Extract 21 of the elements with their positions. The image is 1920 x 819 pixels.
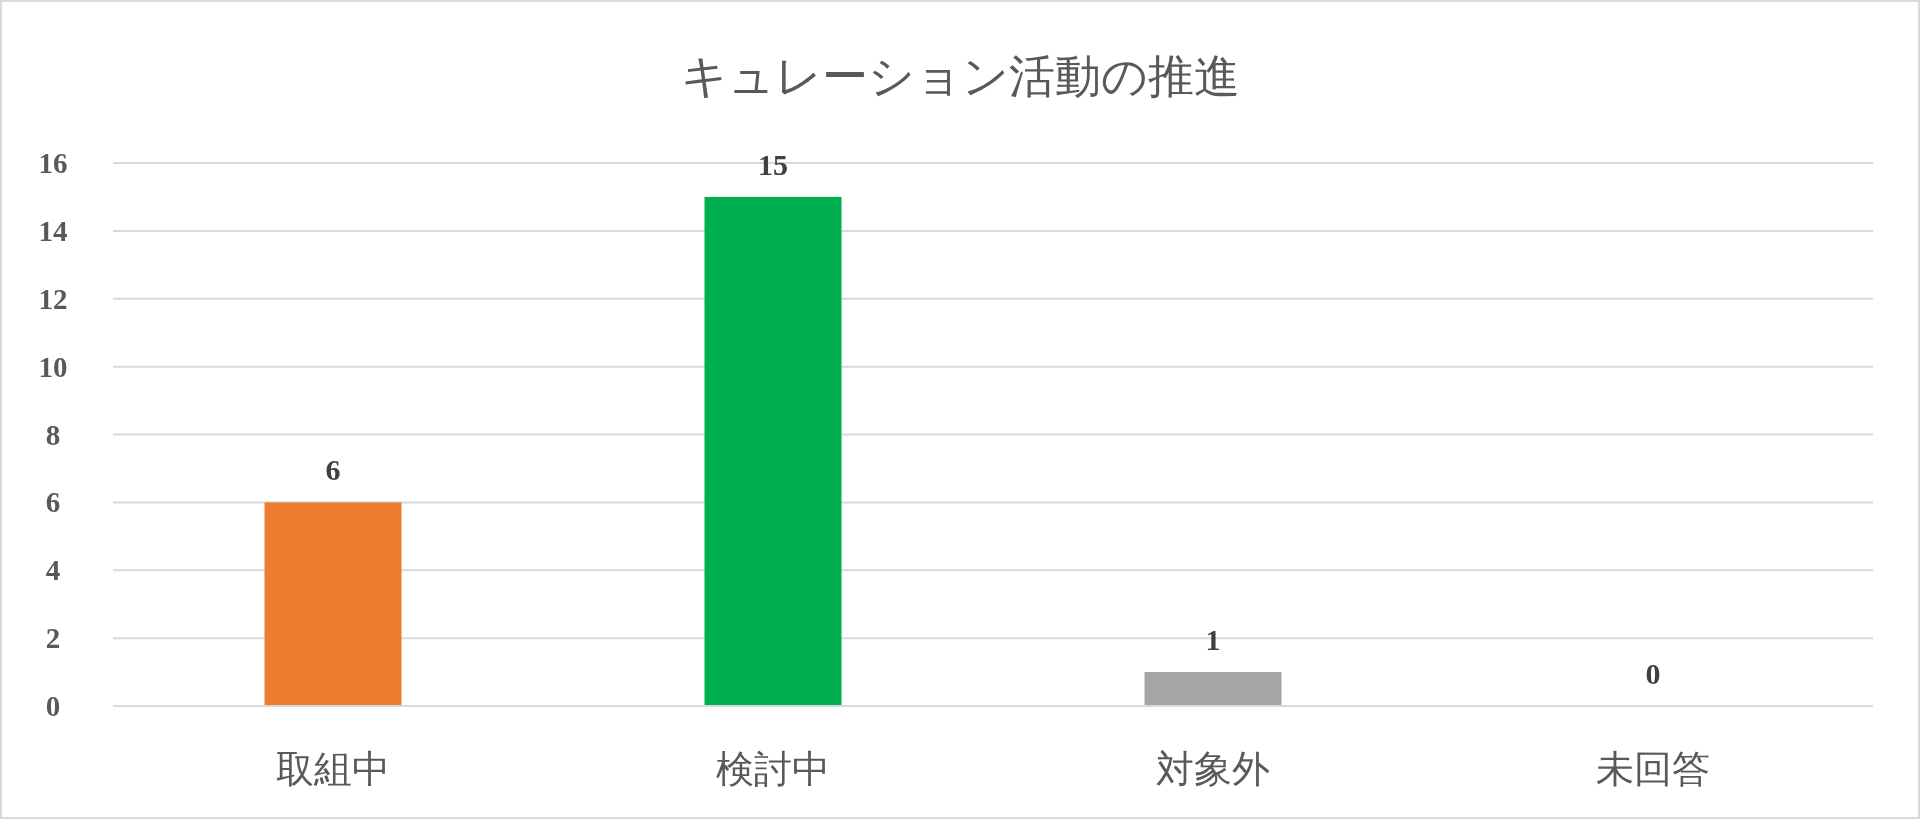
y-tick-label: 14 <box>38 214 68 247</box>
bar <box>264 502 402 706</box>
chart-title: キュレーション活動の推進 <box>680 51 1240 102</box>
x-tick-label: 対象外 <box>1156 748 1270 790</box>
x-tick-label: 未回答 <box>1596 748 1710 790</box>
y-tick-label: 10 <box>38 350 68 383</box>
y-tick-label: 8 <box>45 418 61 451</box>
bar <box>704 196 842 706</box>
data-label: 0 <box>1645 657 1661 690</box>
y-tick-label: 4 <box>45 554 61 587</box>
data-label: 1 <box>1205 623 1221 657</box>
x-tick-label: 取組中 <box>276 748 390 790</box>
bar <box>1144 672 1282 706</box>
y-tick-label: 6 <box>45 486 61 519</box>
x-tick-label: 検討中 <box>716 748 830 790</box>
data-label: 6 <box>325 453 341 487</box>
y-tick-label: 0 <box>45 690 61 722</box>
y-tick-label: 12 <box>38 282 68 315</box>
y-tick-label: 16 <box>38 147 68 179</box>
y-tick-label: 2 <box>45 622 61 655</box>
data-label: 15 <box>758 147 788 181</box>
